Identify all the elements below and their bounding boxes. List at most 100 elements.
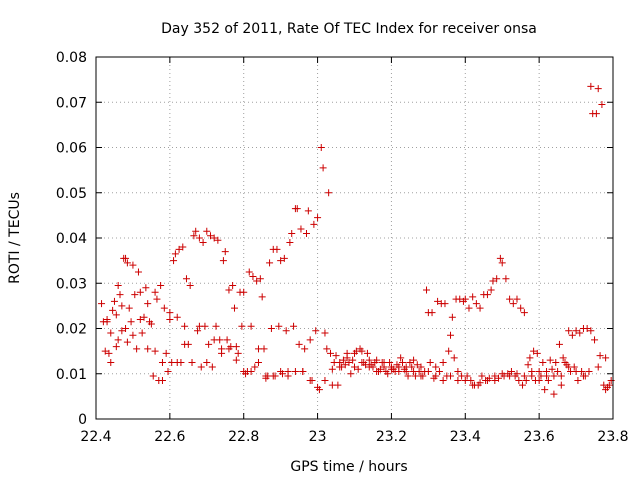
axis-ticks: 22.4 22.6 22.8 23 23.2 23.4 23.6 23.8 0 0.01 0.02 0… — [56, 50, 629, 445]
data-point — [151, 347, 159, 355]
data-point — [384, 370, 392, 378]
data-point — [240, 367, 248, 375]
data-point — [123, 259, 131, 267]
data-point — [424, 367, 432, 375]
data-point — [256, 275, 264, 283]
y-axis-label: ROTI / TECUs — [7, 192, 23, 284]
data-point — [286, 239, 294, 247]
data-point — [535, 367, 543, 375]
data-point — [162, 349, 170, 357]
data-point — [262, 372, 270, 380]
x-tick-label: 23.8 — [597, 429, 628, 445]
data-points — [98, 82, 615, 398]
data-point — [533, 349, 541, 357]
data-point — [410, 356, 418, 364]
data-point — [260, 345, 268, 353]
data-point — [546, 356, 554, 364]
data-point — [127, 318, 135, 326]
data-point — [557, 381, 565, 389]
data-point — [517, 304, 525, 312]
data-point — [568, 331, 576, 339]
data-point — [365, 356, 373, 364]
data-point — [293, 205, 301, 213]
data-point — [513, 295, 521, 303]
data-point — [232, 356, 240, 364]
data-point — [498, 259, 506, 267]
data-point — [554, 367, 562, 375]
data-point — [269, 372, 277, 380]
data-point — [548, 365, 556, 373]
data-point — [164, 367, 172, 375]
data-point — [195, 234, 203, 242]
data-point — [339, 356, 347, 364]
data-point — [118, 302, 126, 310]
data-point — [129, 331, 137, 339]
data-point — [258, 293, 266, 301]
data-point — [254, 358, 262, 366]
data-point — [434, 297, 442, 305]
data-point — [530, 347, 538, 355]
data-point — [423, 286, 431, 294]
data-point — [417, 372, 425, 380]
data-point — [240, 288, 248, 296]
data-point — [107, 329, 115, 337]
data-point — [131, 291, 139, 299]
y-tick-label: 0.04 — [56, 231, 87, 247]
grid-lines — [96, 57, 613, 419]
data-point — [399, 358, 407, 366]
data-point — [304, 207, 312, 215]
x-tick-label: 23 — [309, 429, 327, 445]
data-point — [587, 82, 595, 90]
data-point — [205, 340, 213, 348]
data-point — [476, 304, 484, 312]
data-point — [125, 304, 133, 312]
data-point — [526, 354, 534, 362]
data-point — [528, 367, 536, 375]
data-point — [199, 239, 207, 247]
data-point — [428, 309, 436, 317]
data-point — [347, 370, 355, 378]
data-point — [218, 345, 226, 353]
chart-title: Day 352 of 2011, Rate Of TEC Index for r… — [161, 21, 537, 37]
data-point — [253, 277, 261, 285]
data-point — [565, 327, 573, 335]
data-point — [397, 354, 405, 362]
data-point — [160, 304, 168, 312]
data-point — [247, 367, 255, 375]
x-tick-label: 23.6 — [524, 429, 555, 445]
data-point — [297, 225, 305, 233]
data-point — [520, 309, 528, 317]
data-point — [118, 327, 126, 335]
data-point — [579, 372, 587, 380]
data-point — [230, 304, 238, 312]
data-point — [447, 331, 455, 339]
data-point — [461, 295, 469, 303]
data-point — [358, 358, 366, 366]
data-point — [550, 372, 558, 380]
data-point — [206, 232, 214, 240]
data-point — [173, 313, 181, 321]
data-point — [142, 284, 150, 292]
data-point — [358, 347, 366, 355]
data-point — [103, 318, 111, 326]
data-point — [454, 377, 462, 385]
data-point — [373, 367, 381, 375]
x-tick-label: 22.4 — [80, 429, 111, 445]
data-point — [406, 358, 414, 366]
data-point — [596, 352, 604, 360]
data-point — [277, 367, 285, 375]
data-point — [387, 365, 395, 373]
data-point — [133, 345, 141, 353]
data-point — [122, 254, 130, 262]
data-point — [410, 367, 418, 375]
data-point — [495, 374, 503, 382]
data-point — [559, 354, 567, 362]
data-point — [592, 110, 600, 118]
data-point — [334, 381, 342, 389]
data-point — [417, 363, 425, 371]
data-point — [219, 257, 227, 265]
data-point — [175, 245, 183, 253]
data-point — [140, 313, 148, 321]
data-point — [439, 377, 447, 385]
